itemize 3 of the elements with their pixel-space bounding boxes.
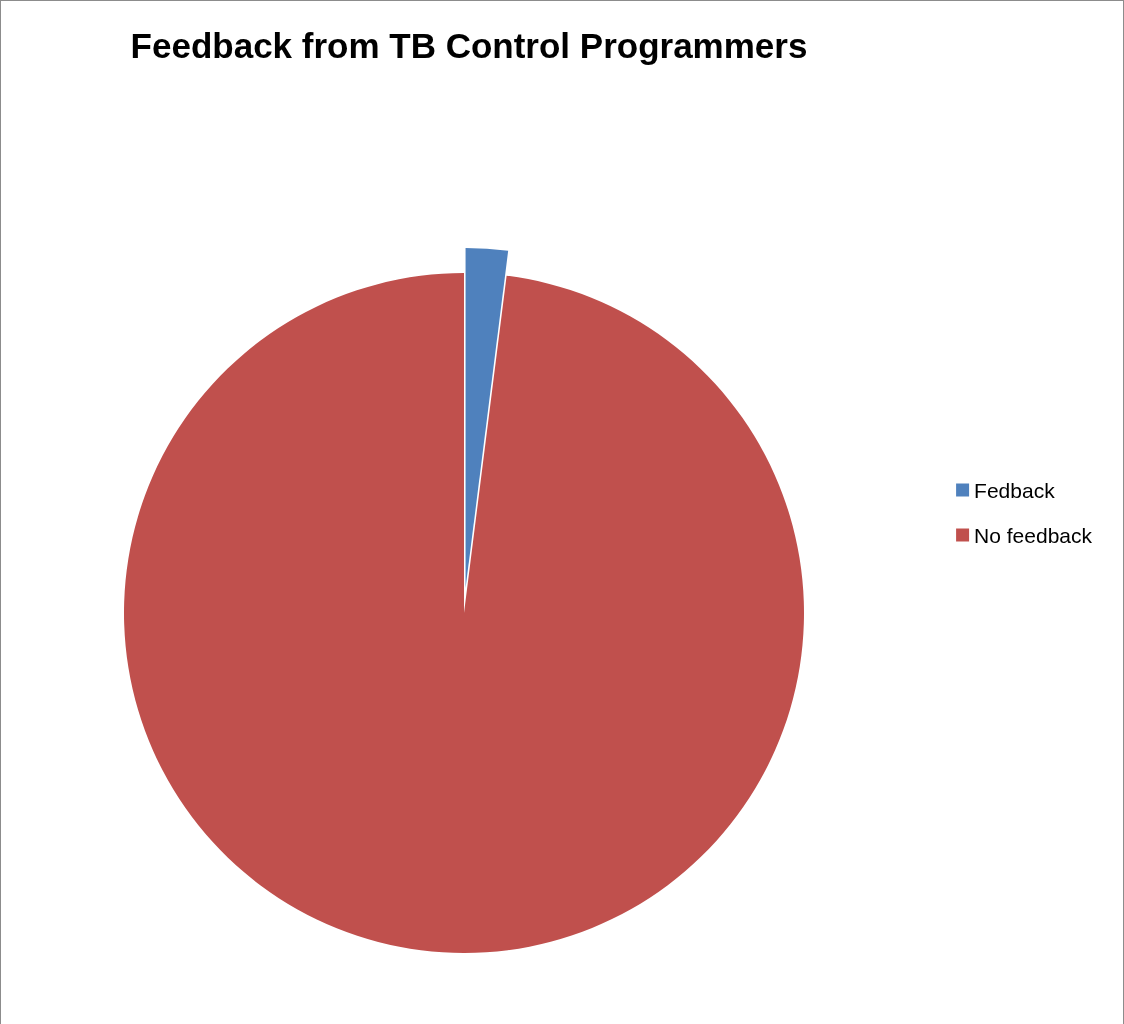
legend-label: No feedback [974,523,1093,547]
legend-label: Fedback [974,478,1056,502]
chart-title: Feedback from TB Control Programmers [130,26,808,65]
